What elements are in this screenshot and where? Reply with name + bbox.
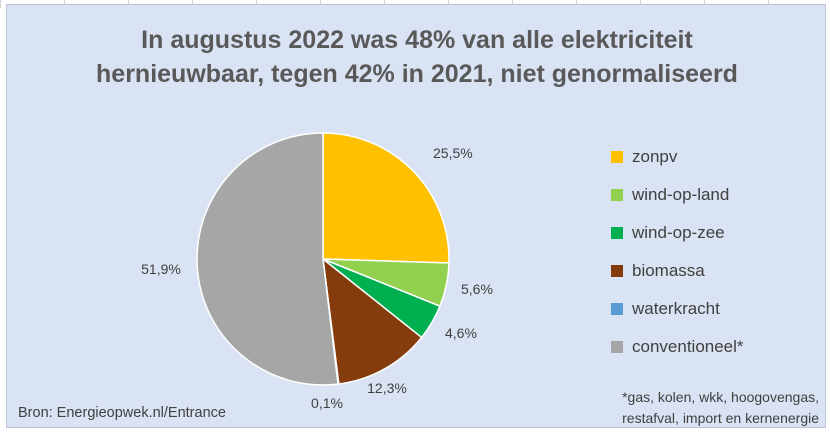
- data-label-zonpv: 25,5%: [433, 145, 473, 161]
- legend-label: waterkracht: [632, 299, 720, 318]
- chart-title: In augustus 2022 was 48% van alle elektr…: [7, 23, 827, 91]
- legend-swatch: [611, 265, 623, 277]
- data-label-biomassa: 12,3%: [367, 380, 407, 396]
- pie-chart: 25,5% 5,6% 4,6% 12,3% 0,1% 51,9%: [141, 132, 493, 411]
- pie-slice-biomassa[interactable]: [322, 257, 423, 385]
- legend-label: wind-op-land: [632, 185, 730, 204]
- legend-item-conventioneel[interactable]: conventioneel*: [611, 328, 744, 366]
- legend-label: zonpv: [632, 147, 678, 166]
- legend-item-zonpv[interactable]: zonpv: [611, 138, 744, 176]
- legend-label: conventioneel*: [632, 337, 744, 356]
- footnote-line-1: *gas, kolen, wkk, hoogovengas,: [622, 389, 819, 405]
- legend-swatch: [611, 227, 623, 239]
- chart-title-line-1: In augustus 2022 was 48% van alle elektr…: [141, 26, 693, 54]
- legend-swatch: [611, 303, 623, 315]
- legend-label: wind-op-zee: [632, 223, 725, 242]
- data-label-conventioneel: 51,9%: [141, 261, 181, 277]
- legend[interactable]: zonpv wind-op-land wind-op-zee biomassa wate…: [611, 138, 744, 366]
- legend-item-wind-op-land[interactable]: wind-op-land: [611, 176, 744, 214]
- legend-item-waterkracht[interactable]: waterkracht: [611, 290, 744, 328]
- footnote-line-2: restafval, import en kernenergie: [622, 410, 819, 426]
- pie-slice-conventioneel[interactable]: [196, 132, 339, 386]
- legend-item-biomassa[interactable]: biomassa: [611, 252, 744, 290]
- legend-item-wind-op-zee[interactable]: wind-op-zee: [611, 214, 744, 252]
- legend-swatch: [611, 151, 623, 163]
- chart-area[interactable]: In augustus 2022 was 48% van alle elektr…: [6, 4, 826, 428]
- source-text: Bron: Energieopwek.nl/Entrance: [18, 405, 226, 421]
- legend-label: biomassa: [632, 261, 705, 280]
- legend-swatch: [611, 189, 623, 201]
- data-label-waterkracht: 0,1%: [311, 395, 343, 411]
- data-label-wind-op-zee: 4,6%: [445, 325, 477, 341]
- legend-swatch: [611, 341, 623, 353]
- pie-slice-zonpv[interactable]: [322, 132, 450, 264]
- data-label-wind-op-land: 5,6%: [461, 281, 493, 297]
- chart-title-line-2: hernieuwbaar, tegen 42% in 2021, niet ge…: [96, 60, 738, 88]
- footnote: *gas, kolen, wkk, hoogovengas, restafval…: [622, 387, 819, 429]
